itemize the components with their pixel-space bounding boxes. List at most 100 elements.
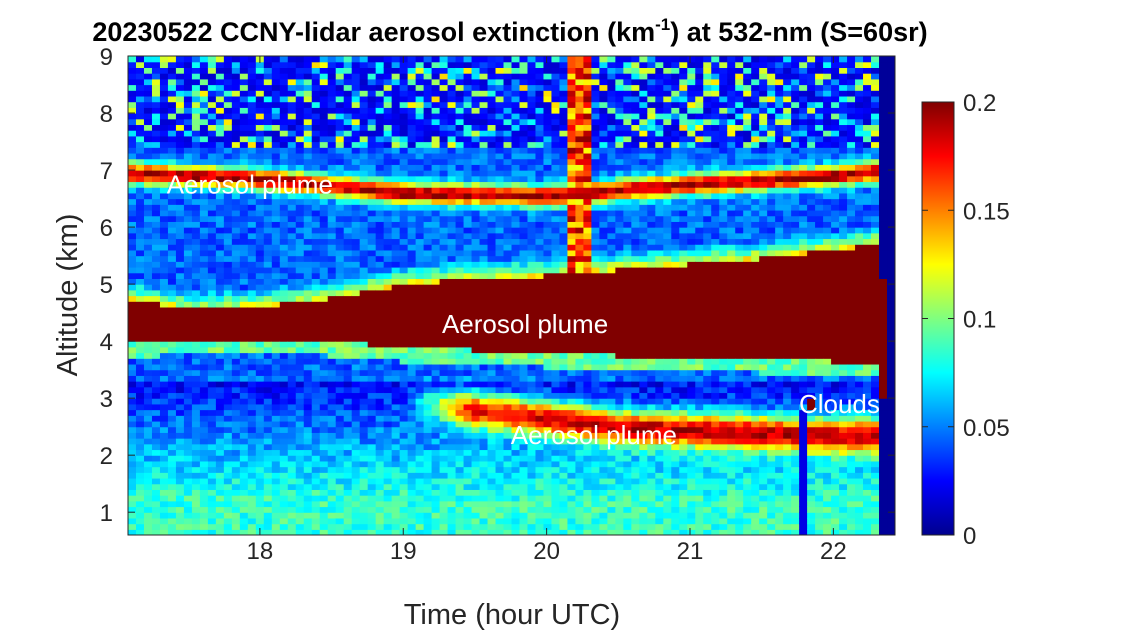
heatmap-cell (215, 443, 225, 451)
heatmap-cell (439, 130, 449, 137)
heatmap-cell (447, 272, 457, 279)
heatmap-cell (367, 78, 377, 86)
heatmap-cell (167, 341, 177, 348)
heatmap-cell (359, 512, 369, 519)
heatmap-cell (215, 56, 225, 63)
heatmap-cell (511, 198, 521, 205)
heatmap-cell (223, 170, 233, 177)
heatmap-cell (519, 61, 529, 68)
heatmap-cell (151, 215, 161, 222)
heatmap-cell (375, 500, 385, 508)
heatmap-cell (551, 529, 561, 535)
heatmap-cell (287, 130, 297, 137)
heatmap-cell (159, 517, 169, 525)
heatmap-cell (591, 227, 600, 234)
heatmap-cell (439, 118, 449, 126)
heatmap-cell (207, 78, 217, 86)
heatmap-cell (263, 78, 273, 86)
heatmap-cell (135, 318, 145, 325)
heatmap-cell (351, 529, 361, 535)
heatmap-cell (447, 472, 457, 479)
heatmap-cell (367, 506, 377, 513)
heatmap-cell (543, 284, 553, 291)
heatmap-cell (423, 73, 433, 80)
heatmap-cell (439, 56, 449, 63)
heatmap-cell (223, 135, 233, 143)
heatmap-cell (455, 381, 465, 388)
heatmap-cell (399, 272, 409, 279)
heatmap-cell (527, 392, 537, 399)
heatmap-cell (383, 329, 393, 337)
heatmap-cell (311, 227, 321, 234)
heatmap-cell (215, 295, 225, 302)
heatmap-cell (399, 392, 409, 399)
heatmap-cell (327, 113, 337, 120)
heatmap-cell (511, 295, 521, 302)
heatmap-cell (199, 403, 209, 411)
heatmap-cell (487, 215, 497, 222)
heatmap-cell (199, 249, 209, 257)
heatmap-cell (199, 386, 209, 394)
heatmap-cell (551, 209, 561, 217)
heatmap-cell (311, 375, 321, 382)
heatmap-cell (319, 187, 329, 194)
heatmap-cell (167, 306, 177, 314)
heatmap-cell (423, 187, 433, 194)
heatmap-cell (423, 84, 433, 91)
heatmap-cell (367, 443, 377, 451)
heatmap-cell (551, 398, 561, 405)
heatmap-cell (255, 449, 265, 456)
heatmap-cell (575, 301, 585, 308)
heatmap-cell (143, 369, 153, 376)
heatmap-cell (375, 381, 385, 388)
heatmap-cell (391, 375, 401, 382)
heatmap-cell (415, 78, 425, 86)
heatmap-cell (543, 363, 553, 371)
heatmap-cell (479, 329, 489, 337)
heatmap-cell (575, 67, 585, 74)
heatmap-cell (223, 272, 233, 279)
heatmap-cell (399, 335, 409, 342)
heatmap-cell (335, 363, 345, 371)
heatmap-cell (255, 118, 265, 126)
heatmap-cell (447, 306, 457, 314)
heatmap-cell (128, 289, 137, 297)
heatmap-cell (279, 175, 289, 183)
heatmap-cell (439, 204, 449, 211)
heatmap-cell (551, 381, 561, 388)
heatmap-cell (415, 238, 425, 245)
heatmap-cell (183, 221, 193, 228)
heatmap-cell (191, 118, 201, 126)
heatmap-cell (559, 386, 569, 394)
heatmap-cell (255, 141, 265, 148)
heatmap-cell (255, 232, 265, 240)
heatmap-cell (223, 432, 233, 439)
heatmap-cell (247, 477, 257, 485)
heatmap-cell (439, 529, 449, 535)
heatmap-cell (287, 346, 297, 354)
heatmap-cell (159, 67, 169, 74)
heatmap-cell (183, 460, 193, 468)
heatmap-cell (495, 215, 505, 222)
heatmap-cell (375, 398, 385, 405)
heatmap-cell (159, 523, 169, 530)
heatmap-cell (567, 438, 577, 445)
heatmap-cell (247, 472, 257, 479)
heatmap-cell (287, 369, 297, 376)
heatmap-cell (527, 255, 537, 262)
heatmap-cell (175, 284, 185, 291)
heatmap-cell (343, 455, 353, 462)
heatmap-cell (271, 289, 281, 297)
heatmap-cell (543, 209, 553, 217)
heatmap-cell (159, 124, 169, 131)
heatmap-cell (423, 175, 433, 183)
heatmap-cell (287, 460, 297, 468)
heatmap-cell (247, 67, 257, 74)
heatmap-cell (135, 135, 145, 143)
heatmap-cell (199, 147, 209, 154)
heatmap-cell (271, 341, 281, 348)
heatmap-cell (343, 56, 353, 63)
heatmap-cell (471, 455, 481, 462)
heatmap-cell (167, 398, 177, 405)
heatmap-cell (215, 198, 225, 205)
